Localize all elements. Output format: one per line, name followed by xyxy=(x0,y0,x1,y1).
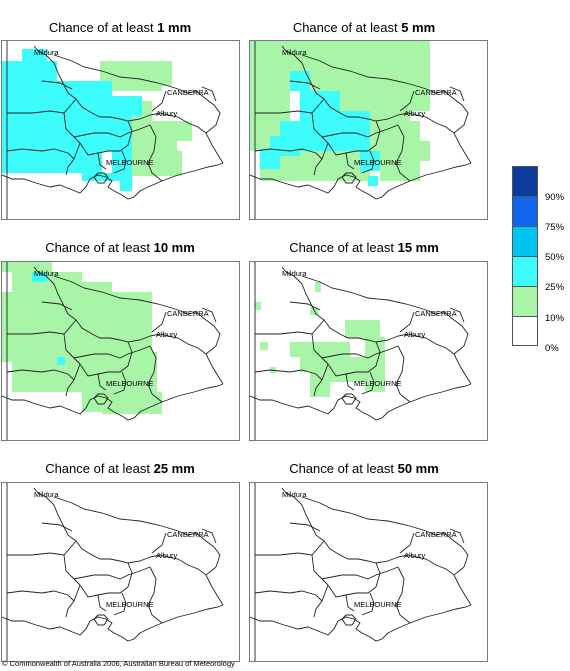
legend-label-0: 0% xyxy=(545,343,559,354)
legend-label-75: 75% xyxy=(545,222,565,233)
legend-label-90: 90% xyxy=(545,192,565,203)
map-panel-1mm: Mildura CANBERRA Albury MELBOURNE xyxy=(1,40,240,220)
map-panel-5mm: Mildura CANBERRA Albury MELBOURNE xyxy=(249,40,488,220)
map-panel-50mm: Mildura CANBERRA Albury MELBOURNE xyxy=(249,482,488,662)
map-label-canberra: CANBERRA xyxy=(167,88,209,97)
map-label-canberra: CANBERRA xyxy=(415,530,457,539)
legend-label-10: 10% xyxy=(545,313,565,324)
map-label-mildura: Mildura xyxy=(34,48,59,57)
legend-swatch-25 xyxy=(512,256,538,286)
map-label-canberra: CANBERRA xyxy=(415,88,457,97)
map-label-mildura: Mildura xyxy=(282,48,307,57)
map-label-mildura: Mildura xyxy=(34,269,59,278)
panel-title-15mm: Chance of at least 15 mm xyxy=(289,240,439,255)
map-label-melbourne: MELBOURNE xyxy=(106,600,154,609)
panel-title-1mm: Chance of at least 1 mm xyxy=(48,20,192,35)
map-label-melbourne: MELBOURNE xyxy=(354,600,402,609)
map-panel-25mm: Mildura CANBERRA Albury MELBOURNE xyxy=(1,482,240,662)
map-panel-10mm: Mildura CANBERRA Albury MELBOURNE xyxy=(1,261,240,441)
panel-title-10mm: Chance of at least 10 mm xyxy=(45,240,195,255)
legend-swatch-90 xyxy=(512,166,538,196)
map-panel-15mm: Mildura CANBERRA Albury MELBOURNE xyxy=(249,261,488,441)
map-label-canberra: CANBERRA xyxy=(415,309,457,318)
map-label-mildura: Mildura xyxy=(282,269,307,278)
map-label-melbourne: MELBOURNE xyxy=(106,158,154,167)
map-label-albury: Albury xyxy=(156,109,178,118)
map-label-albury: Albury xyxy=(404,330,426,339)
map-label-canberra: CANBERRA xyxy=(167,530,209,539)
legend-label-25: 25% xyxy=(545,282,565,293)
map-label-albury: Albury xyxy=(156,551,178,560)
map-label-melbourne: MELBOURNE xyxy=(106,379,154,388)
legend-label-50: 50% xyxy=(545,252,565,263)
map-label-mildura: Mildura xyxy=(34,490,59,499)
map-label-albury: Albury xyxy=(156,330,178,339)
map-label-albury: Albury xyxy=(404,109,426,118)
panel-title-5mm: Chance of at least 5 mm xyxy=(292,20,436,35)
panel-title-25mm: Chance of at least 25 mm xyxy=(45,461,195,476)
legend-swatch-10 xyxy=(512,286,538,316)
copyright-notice: © Commonwealth of Australia 2006, Austra… xyxy=(2,659,235,668)
map-label-melbourne: MELBOURNE xyxy=(354,158,402,167)
map-label-melbourne: MELBOURNE xyxy=(354,379,402,388)
legend-swatch-75 xyxy=(512,196,538,226)
map-label-mildura: Mildura xyxy=(282,490,307,499)
map-label-albury: Albury xyxy=(404,551,426,560)
panel-title-50mm: Chance of at least 50 mm xyxy=(289,461,439,476)
map-label-canberra: CANBERRA xyxy=(167,309,209,318)
legend-swatch-0 xyxy=(512,316,538,346)
legend-swatch-50 xyxy=(512,226,538,256)
